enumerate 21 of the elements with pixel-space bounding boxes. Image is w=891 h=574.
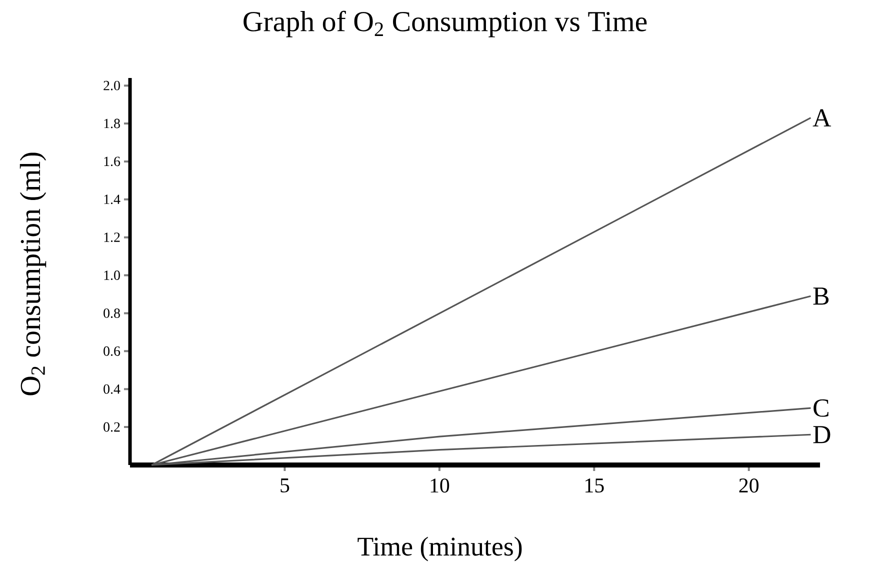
y-tick-label: 0.8 bbox=[104, 308, 120, 318]
y-axis-title: O$_{2}$ consumption (ml) bbox=[20, 152, 46, 396]
y-tick-label: 0.4 bbox=[104, 384, 120, 394]
chart-title: Graph of O$_{2}$ Consumption vs Time bbox=[244, 10, 647, 38]
y-tick-label: 1.2 bbox=[104, 232, 120, 242]
y-tick-label: 1.4 bbox=[104, 194, 120, 204]
x-tick-label: 15 bbox=[586, 478, 604, 493]
y-tick-label: 1.8 bbox=[104, 118, 120, 128]
y-tick-label: 1.0 bbox=[104, 270, 120, 280]
y-tick-label: 2.0 bbox=[104, 80, 120, 90]
x-tick-label: 5 bbox=[280, 478, 290, 492]
y-tick-label: 1.6 bbox=[104, 156, 120, 166]
y-tick-label: 0.6 bbox=[104, 346, 120, 356]
series-label: A bbox=[812, 109, 832, 126]
x-tick-label: 10 bbox=[430, 478, 450, 493]
x-tick-label: 20 bbox=[739, 478, 759, 493]
series-label: D bbox=[813, 426, 830, 444]
x-axis-title: Time (minutes) bbox=[358, 536, 522, 562]
series-label: C bbox=[814, 399, 828, 417]
series-label: B bbox=[813, 288, 829, 305]
y-tick-label: 0.2 bbox=[104, 422, 120, 432]
